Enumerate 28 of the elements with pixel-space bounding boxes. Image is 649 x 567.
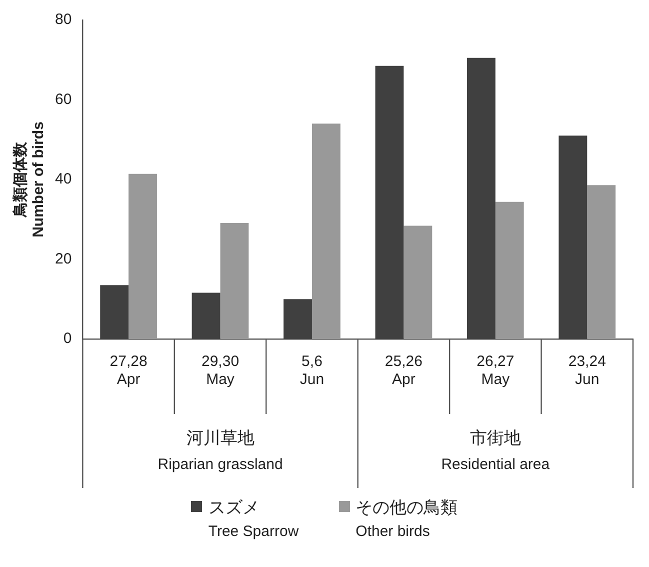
x-tick-label: 25,26 Apr [384,353,422,388]
text: 市街地 Residential area [441,428,550,474]
x-tick-label: 5,6 Jun [300,353,324,388]
y-tick-label: 80 [54,11,72,28]
x-tick-label: 27,28 Apr [110,353,148,388]
bar [466,58,496,339]
legend-label: スズメ Tree Sparrow [208,497,299,540]
bar [558,136,588,339]
y-axis-title: 鳥類個体数 Number of birds [12,122,48,238]
x-tick-label: 29,30 May [201,353,240,388]
bar [128,174,157,339]
legend-label: その他の鳥類 Other birds [356,497,458,540]
bar [284,299,312,339]
bar [587,185,616,339]
y-tick-label: 60 [54,90,72,108]
text: 河川草地 Riparian grassland [158,428,283,474]
y-tick-label: 20 [54,250,72,268]
bar [100,285,129,339]
bar [375,66,404,339]
x-tick-label: 26,27 May [476,353,514,388]
bar [312,124,340,339]
bar [220,222,249,339]
y-tick-label: 0 [63,330,72,348]
bar [404,226,432,339]
y-tick-label: 40 [54,170,72,188]
bar [192,292,220,339]
x-tick-label: 23,24 Jun [568,353,606,388]
bar [495,202,524,339]
